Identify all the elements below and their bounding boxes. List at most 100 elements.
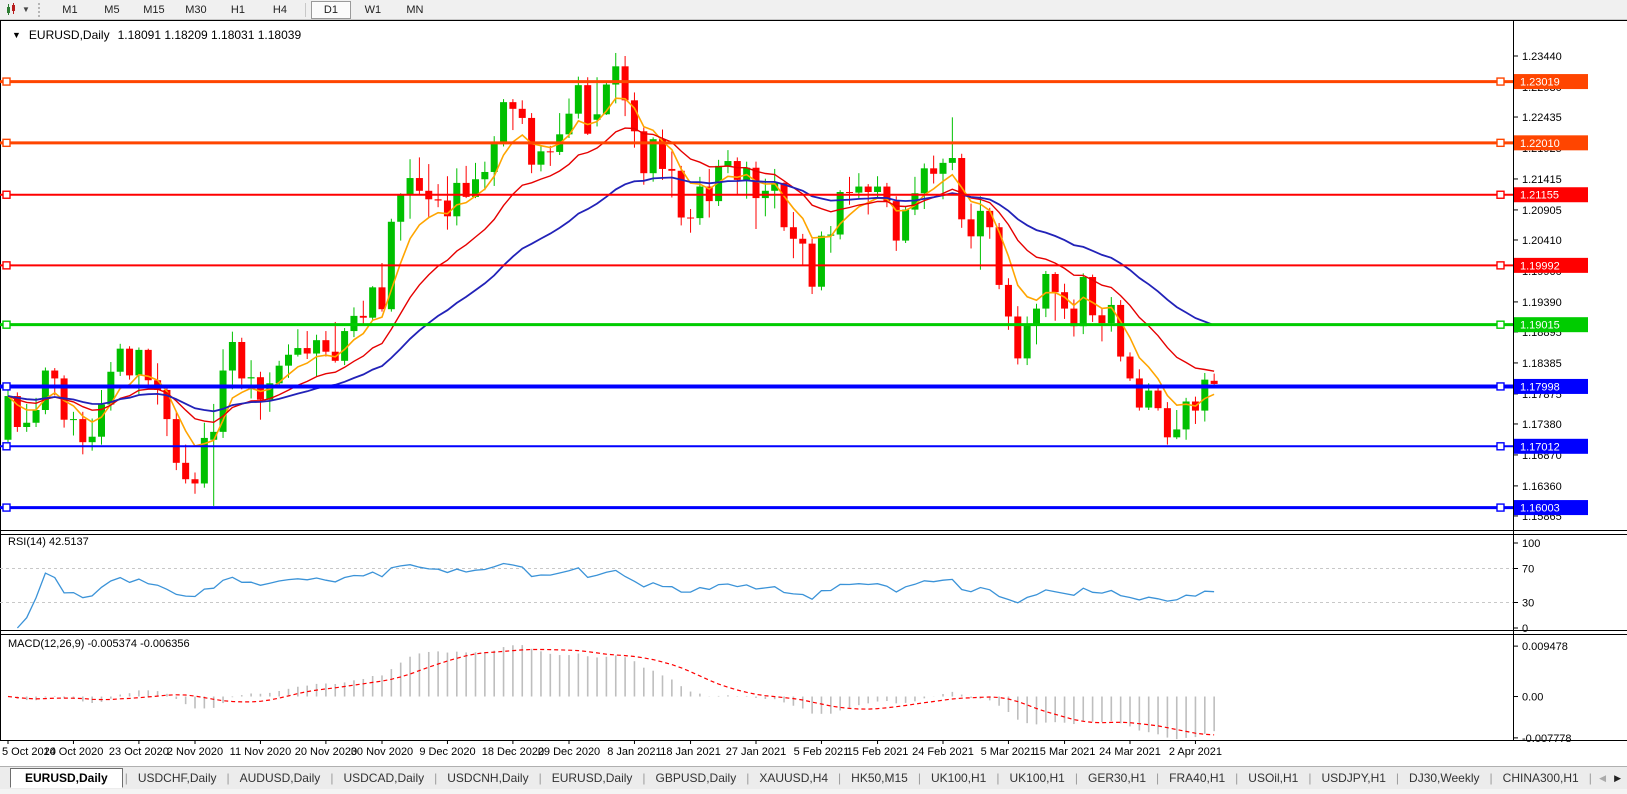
- svg-text:30 Nov 2020: 30 Nov 2020: [351, 746, 413, 758]
- chart-canvas[interactable]: 1.234401.229301.224351.219251.214151.209…: [0, 20, 1627, 763]
- svg-text:1.20905: 1.20905: [1522, 205, 1562, 217]
- svg-text:8 Jan 2021: 8 Jan 2021: [607, 746, 661, 758]
- chart-tab-15[interactable]: DJ30,Weekly: [1409, 771, 1480, 785]
- chart-tab-5[interactable]: EURUSD,Daily: [551, 771, 633, 785]
- svg-text:23 Oct 2020: 23 Oct 2020: [109, 746, 169, 758]
- svg-text:5 Mar 2021: 5 Mar 2021: [981, 746, 1037, 758]
- timeframe-button-m30[interactable]: M30: [185, 3, 207, 16]
- svg-text:1.23019: 1.23019: [1520, 77, 1560, 89]
- svg-text:18 Jan 2021: 18 Jan 2021: [660, 746, 721, 758]
- svg-text:1.18385: 1.18385: [1522, 358, 1562, 370]
- candlestick-chart-icon: [7, 3, 15, 15]
- chart-window: 1.234401.229301.224351.219251.214151.209…: [0, 20, 1627, 763]
- svg-text:1.19992: 1.19992: [1520, 260, 1560, 272]
- svg-text:15 Mar 2021: 15 Mar 2021: [1034, 746, 1096, 758]
- tab-separator: |: [1156, 771, 1160, 785]
- tab-separator: |: [1235, 771, 1239, 785]
- svg-text:1.21415: 1.21415: [1522, 174, 1562, 186]
- svg-text:0: 0: [1522, 623, 1528, 635]
- svg-text:2 Nov 2020: 2 Nov 2020: [167, 746, 223, 758]
- chart-tab-13[interactable]: USOil,H1: [1248, 771, 1299, 785]
- timeframe-toolbar: ▼ M1 M5 M15 M30 H1 H4 D1 W1 MN: [0, 0, 1627, 20]
- svg-text:20 Nov 2020: 20 Nov 2020: [295, 746, 357, 758]
- svg-text:29 Dec 2020: 29 Dec 2020: [538, 746, 600, 758]
- tab-separator: |: [746, 771, 750, 785]
- svg-text:24 Feb 2021: 24 Feb 2021: [912, 746, 974, 758]
- chart-tab-10[interactable]: UK100,H1: [1009, 771, 1065, 785]
- svg-text:1.22435: 1.22435: [1522, 112, 1562, 124]
- svg-text:0.009478: 0.009478: [1522, 641, 1568, 653]
- chart-type-button[interactable]: ▼: [2, 2, 34, 17]
- svg-text:1.17998: 1.17998: [1520, 381, 1560, 393]
- tab-separator: |: [538, 771, 542, 785]
- svg-text:1.20410: 1.20410: [1522, 235, 1562, 247]
- svg-text:24 Mar 2021: 24 Mar 2021: [1099, 746, 1161, 758]
- chart-symbol-period: EURUSD,Daily: [28, 28, 110, 42]
- svg-text:1.15865: 1.15865: [1522, 511, 1562, 523]
- svg-text:100: 100: [1522, 538, 1540, 550]
- svg-text:1.19390: 1.19390: [1522, 297, 1562, 309]
- chart-tab-9[interactable]: UK100,H1: [930, 771, 987, 785]
- chart-tab-3[interactable]: USDCAD,Daily: [343, 771, 425, 785]
- svg-text:1.19015: 1.19015: [1520, 320, 1560, 332]
- rsi-indicator-label: RSI(14) 42.5137: [8, 536, 89, 548]
- chart-tab-2[interactable]: AUDUSD,Daily: [239, 771, 321, 785]
- tab-separator: |: [838, 771, 842, 785]
- svg-text:11 Nov 2020: 11 Nov 2020: [230, 746, 292, 758]
- chart-ohlc-values: 1.18091 1.18209 1.18031 1.18039: [117, 28, 302, 42]
- svg-text:9 Dec 2020: 9 Dec 2020: [419, 746, 475, 758]
- chart-tab-4[interactable]: USDCNH,Daily: [447, 771, 529, 785]
- macd-indicator-label: MACD(12,26,9) -0.005374 -0.006356: [8, 638, 190, 650]
- svg-text:1.17012: 1.17012: [1520, 441, 1560, 453]
- timeframe-button-m15[interactable]: M15: [143, 3, 165, 16]
- svg-text:1.21155: 1.21155: [1520, 190, 1559, 202]
- tab-separator: |: [124, 771, 128, 785]
- timeframe-button-mn[interactable]: MN: [406, 3, 424, 16]
- chart-tab-0[interactable]: EURUSD,Daily: [10, 768, 123, 788]
- chart-tab-7[interactable]: XAUUSD,H4: [759, 771, 829, 785]
- svg-text:70: 70: [1522, 564, 1534, 576]
- svg-text:1.22010: 1.22010: [1520, 138, 1560, 150]
- tab-separator: |: [1074, 771, 1078, 785]
- chart-tab-6[interactable]: GBPUSD,Daily: [655, 771, 737, 785]
- svg-text:-0.007778: -0.007778: [1522, 733, 1572, 745]
- chart-tab-12[interactable]: FRA40,H1: [1169, 771, 1226, 785]
- toolbar-grip[interactable]: [37, 2, 45, 17]
- timeframe-button-w1[interactable]: W1: [364, 3, 382, 16]
- tab-separator: |: [1308, 771, 1312, 785]
- timeframe-button-h4[interactable]: H4: [272, 3, 287, 16]
- chart-title: ▼ EURUSD,Daily 1.18091 1.18209 1.18031 1…: [12, 28, 301, 42]
- tab-separator: |: [226, 771, 230, 785]
- svg-text:1.17380: 1.17380: [1522, 419, 1562, 431]
- svg-text:1.23440: 1.23440: [1522, 51, 1562, 63]
- tab-scroll-left-icon[interactable]: ◀: [1599, 772, 1607, 783]
- tab-separator: |: [330, 771, 334, 785]
- timeframe-button-m1[interactable]: M1: [62, 3, 78, 16]
- chart-tab-8[interactable]: HK50,M15: [851, 771, 908, 785]
- svg-text:18 Dec 2020: 18 Dec 2020: [482, 746, 544, 758]
- svg-text:0.00: 0.00: [1522, 692, 1543, 704]
- svg-text:30: 30: [1522, 598, 1534, 610]
- chart-tab-11[interactable]: GER30,H1: [1087, 771, 1147, 785]
- svg-text:1.16003: 1.16003: [1520, 503, 1560, 515]
- tab-separator: |: [434, 771, 438, 785]
- status-strip: [0, 789, 1627, 794]
- toolbar-separator: [304, 2, 306, 17]
- chart-tab-1[interactable]: USDCHF,Daily: [137, 771, 217, 785]
- svg-text:14 Oct 2020: 14 Oct 2020: [43, 746, 103, 758]
- chart-tab-16[interactable]: CHINA300,H1: [1502, 771, 1579, 785]
- chart-tab-bar: EURUSD,Daily | USDCHF,Daily | AUDUSD,Daily | U…: [0, 766, 1627, 789]
- svg-text:5 Feb 2021: 5 Feb 2021: [794, 746, 850, 758]
- timeframe-button-h1[interactable]: H1: [230, 3, 245, 16]
- svg-text:1.16360: 1.16360: [1522, 481, 1562, 493]
- tab-separator: |: [917, 771, 921, 785]
- timeframe-button-m5[interactable]: M5: [104, 3, 120, 16]
- svg-text:5 Oct 2020: 5 Oct 2020: [2, 746, 56, 758]
- tab-separator: |: [996, 771, 1000, 785]
- chart-tab-14[interactable]: USDJPY,H1: [1321, 771, 1386, 785]
- collapse-indicator-icon[interactable]: ▼: [12, 30, 21, 40]
- svg-text:2 Apr 2021: 2 Apr 2021: [1169, 746, 1222, 758]
- tab-separator: |: [642, 771, 646, 785]
- tab-scroll-right-icon[interactable]: ▶: [1614, 772, 1621, 783]
- timeframe-button-d1[interactable]: D1: [310, 0, 351, 19]
